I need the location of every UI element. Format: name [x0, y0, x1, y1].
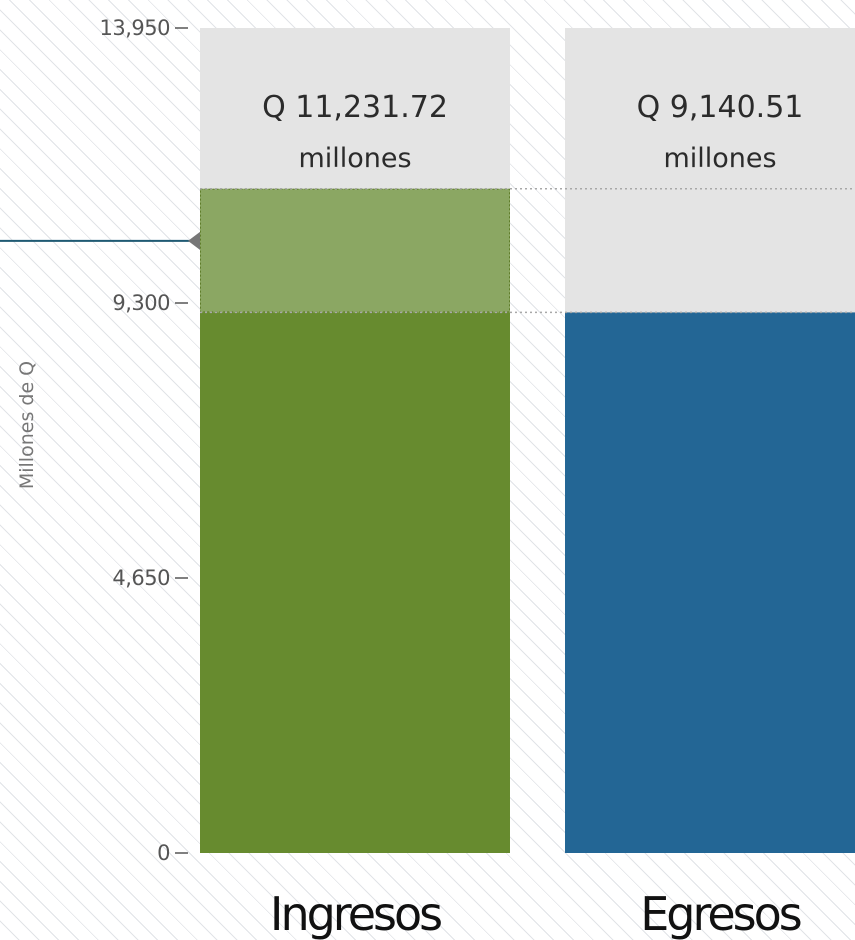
y-tick-label: 0	[157, 841, 170, 865]
y-axis-title: Millones de Q	[16, 361, 38, 489]
value-label-ingresos: Q 11,231.72	[262, 90, 448, 125]
category-label-ingresos: Ingresos	[270, 887, 441, 940]
y-tick-label: 9,300	[112, 291, 170, 315]
y-axis-ticks: 0 4,650 9,300 13,950	[100, 16, 188, 865]
bar-egresos	[565, 312, 855, 853]
value-label-egresos: Q 9,140.51	[637, 90, 804, 125]
dotted-gridlines	[200, 188, 855, 314]
category-label-egresos: Egresos	[640, 887, 801, 940]
y-tick-label: 4,650	[112, 566, 170, 590]
bar-ingresos	[200, 312, 510, 853]
bar-ingresos-surplus	[200, 188, 510, 313]
reference-marker-diamond	[188, 231, 200, 250]
reference-marker	[0, 231, 200, 250]
unit-label-egresos: millones	[663, 143, 776, 174]
category-labels: Ingresos Egresos	[270, 887, 804, 940]
bar-value-labels: Q 11,231.72 millones Q 9,140.51 millones	[262, 90, 803, 174]
unit-label-ingresos: millones	[298, 143, 411, 174]
bars	[200, 188, 855, 853]
y-tick-label: 13,950	[100, 16, 170, 40]
